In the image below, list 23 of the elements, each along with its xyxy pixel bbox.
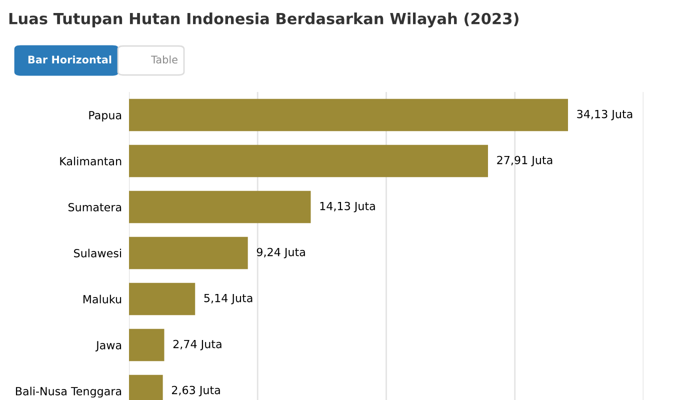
y-tick-label: Sulawesi [74,248,122,258]
y-tick-label: Bali-Nusa Tenggara [16,386,122,398]
data-label: 2,74 Juta [173,340,222,350]
data-label: 14,13 Juta [320,202,375,212]
y-tick-label: Jawa [96,341,122,352]
data-label: 2,63 Juta [172,386,220,396]
bar [129,282,196,316]
bar [129,144,488,178]
bar [129,190,311,224]
y-tick-label: Kalimantan [60,156,122,166]
data-label: 9,24 Juta [256,248,305,258]
text: Bar Horizontal [28,55,112,64]
data-label: 34,13 Juta [577,110,632,120]
chart-title: Luas Tutupan Hutan Indonesia Berdasarkan Wilayah (2023) [9,12,518,28]
bar [129,98,568,132]
y-tick-label: Sumatera [68,202,122,212]
bar [129,236,248,270]
data-label: 5,14 Juta [204,294,252,304]
data-label: 27,91 Juta [497,156,552,166]
bar [129,328,164,362]
y-tick-label: Papua [89,111,122,122]
text: Table [151,55,178,64]
y-tick-label: Maluku [83,294,122,304]
